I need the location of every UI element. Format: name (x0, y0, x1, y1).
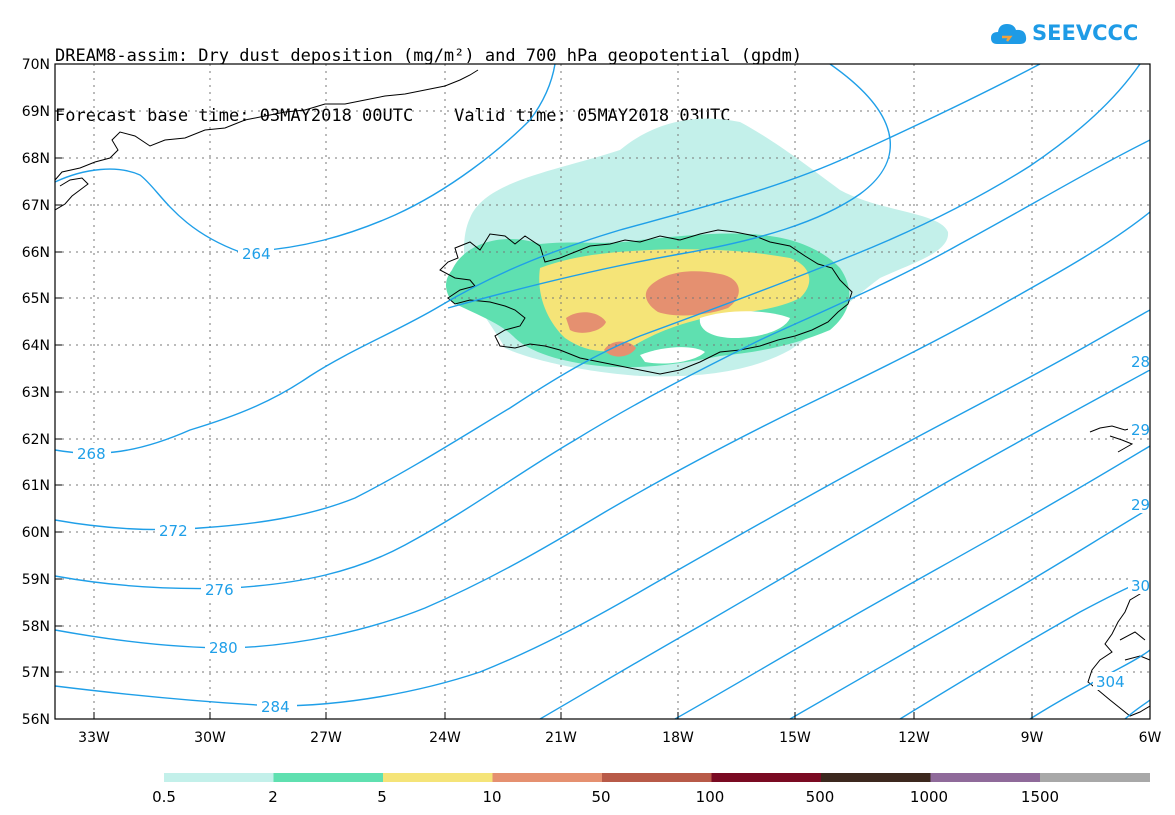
lat-label: 69N (22, 104, 50, 120)
lon-label: 12W (898, 730, 930, 746)
colorbar (164, 773, 1150, 782)
lat-label: 64N (22, 338, 50, 354)
contour-label-292: 29 (1131, 421, 1150, 439)
colorbar-swatch (164, 773, 274, 782)
colorbar-tick: 500 (806, 788, 835, 806)
colorbar-swatch (602, 773, 712, 782)
lon-label: 33W (78, 730, 110, 746)
contour-272 (55, 64, 1141, 531)
contour-264-b (447, 64, 891, 309)
lat-label: 63N (22, 385, 50, 401)
lat-label: 57N (22, 665, 50, 681)
glacier-white (699, 311, 790, 338)
lon-label: 30W (194, 730, 226, 746)
lon-label: 6W (1139, 730, 1162, 746)
lat-label: 68N (22, 151, 50, 167)
lon-label: 15W (779, 730, 811, 746)
lon-labels: 33W 30W 27W 24W 21W 18W 15W 12W 9W 6W (78, 730, 1161, 746)
colorbar-swatch (383, 773, 493, 782)
lon-label: 24W (429, 730, 461, 746)
contour-label-276: 276 (205, 581, 234, 599)
lat-label: 67N (22, 198, 50, 214)
lon-label: 9W (1021, 730, 1044, 746)
colorbar-swatch (273, 773, 384, 782)
lat-ticks (55, 63, 62, 720)
colorbar-swatch (1040, 773, 1150, 782)
contour-labels: 264 268 272 276 280 284 28 29 29 30 304 (73, 244, 1150, 716)
colorbar-tick: 5 (377, 788, 387, 806)
contour-296 (789, 507, 1150, 719)
contour-label-272: 272 (159, 522, 188, 540)
lon-ticks (93, 712, 1033, 719)
lat-label: 65N (22, 291, 50, 307)
lon-label: 21W (545, 730, 577, 746)
lon-label: 18W (662, 730, 694, 746)
colorbar-tick: 1000 (910, 788, 948, 806)
map-grid (55, 64, 1150, 719)
lat-labels: 70N 69N 68N 67N 66N 65N 64N 63N 62N 61N … (22, 57, 50, 728)
dust-level-10-b (566, 312, 606, 333)
contour-label-284: 284 (261, 698, 290, 716)
colorbar-tick: 0.5 (152, 788, 176, 806)
lon-label: 27W (310, 730, 342, 746)
colorbar-tick: 50 (591, 788, 610, 806)
geopotential-contours (55, 64, 1150, 719)
colorbar-tick: 1500 (1021, 788, 1059, 806)
dust-level-10-c (604, 341, 636, 357)
contour-308 (1124, 699, 1150, 719)
scotland-coast (1087, 587, 1150, 717)
colorbar-tick: 2 (268, 788, 278, 806)
greenland-coast-b (55, 177, 89, 211)
seevccc-logo: SEEVCCC (990, 18, 1138, 48)
lat-label: 56N (22, 712, 50, 728)
colorbar-swatch (930, 773, 1041, 782)
colorbar-swatch (711, 773, 822, 782)
contour-264 (55, 64, 556, 253)
glacier-white-b (640, 347, 705, 364)
title-line-1: DREAM8-assim: Dry dust deposition (mg/m²… (55, 46, 803, 66)
colorbar-labels: 0.5 2 5 10 50 100 500 1000 1500 (152, 788, 1059, 806)
colorbar-swatch (821, 773, 931, 782)
coastlines (55, 69, 1150, 717)
cloud-icon (991, 24, 1027, 44)
lat-label: 70N (22, 57, 50, 73)
contour-268 (55, 64, 1041, 455)
dust-level-10 (645, 271, 739, 316)
contour-label-304: 304 (1096, 673, 1125, 691)
contour-292 (674, 445, 1150, 719)
greenland-coast (55, 69, 479, 181)
lat-label: 66N (22, 245, 50, 261)
contour-label-296: 29 (1131, 496, 1150, 514)
contour-label-300: 30 (1131, 577, 1150, 595)
contour-label-264: 264 (242, 245, 271, 263)
lat-label: 61N (22, 478, 50, 494)
logo-text: SEEVCCC (1032, 21, 1139, 45)
colorbar-swatch (492, 773, 603, 782)
contour-300 (899, 577, 1150, 719)
map-title: DREAM8-assim: Dry dust deposition (mg/m²… (55, 6, 802, 146)
lat-label: 58N (22, 619, 50, 635)
contour-304 (1029, 649, 1150, 719)
contour-label-288: 28 (1131, 353, 1150, 371)
colorbar-tick: 10 (482, 788, 501, 806)
iceland-coast (439, 229, 853, 375)
lat-label: 60N (22, 525, 50, 541)
dust-deposition-field (446, 118, 949, 377)
lat-label: 59N (22, 572, 50, 588)
contour-288 (539, 369, 1150, 719)
contour-label-280: 280 (209, 639, 238, 657)
contour-label-268: 268 (77, 445, 106, 463)
colorbar-tick: 100 (696, 788, 725, 806)
lat-label: 62N (22, 432, 50, 448)
